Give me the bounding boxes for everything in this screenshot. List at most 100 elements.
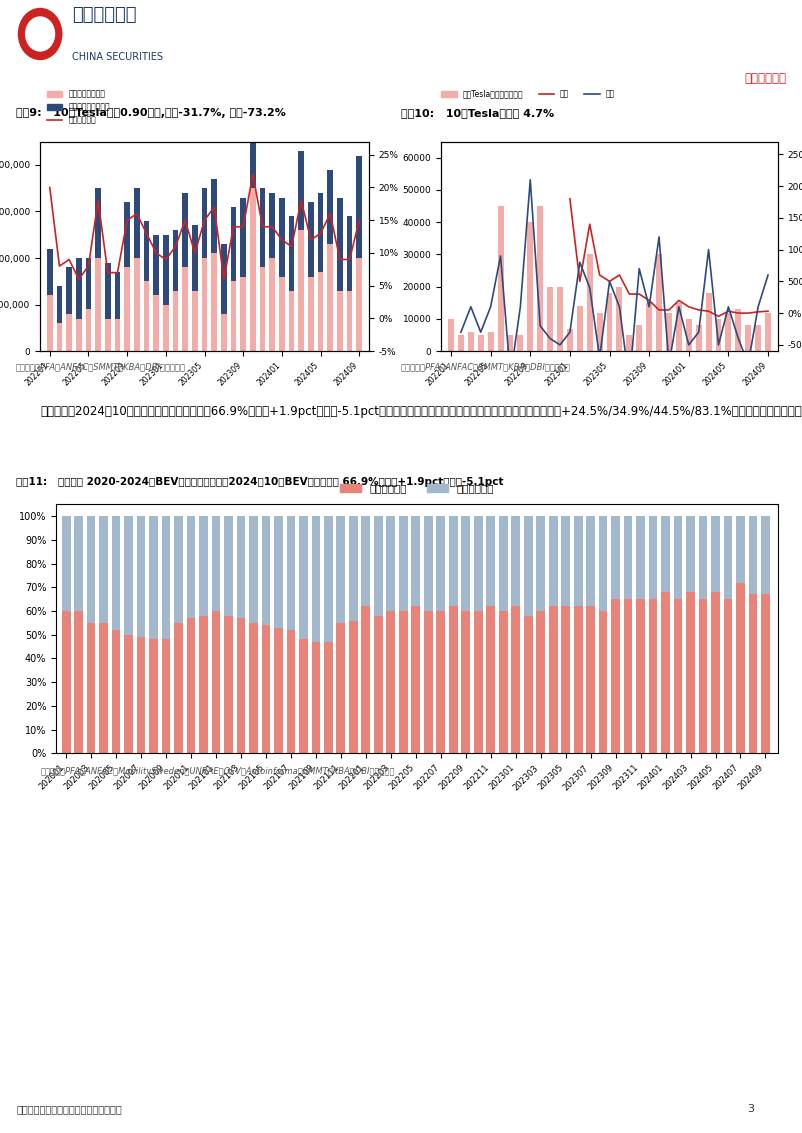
特斯拉市占率 bbox=[326, 207, 335, 221]
Bar bbox=[723, 599, 732, 753]
Bar bbox=[289, 291, 294, 351]
Bar bbox=[76, 258, 82, 318]
环比 bbox=[614, 300, 624, 314]
Text: CHINA SECURITIES: CHINA SECURITIES bbox=[72, 52, 163, 61]
特斯拉市占率 bbox=[83, 259, 93, 273]
环比 bbox=[664, 357, 674, 370]
Bar bbox=[192, 225, 198, 291]
特斯拉市占率 bbox=[209, 201, 219, 214]
Bar bbox=[676, 303, 682, 351]
特斯拉市占率 bbox=[142, 227, 152, 240]
特斯拉市占率 bbox=[345, 253, 354, 266]
Bar bbox=[75, 611, 83, 753]
Bar bbox=[374, 615, 383, 753]
Bar bbox=[561, 516, 570, 606]
Bar bbox=[163, 235, 168, 305]
Bar bbox=[356, 155, 363, 258]
Bar bbox=[105, 318, 111, 351]
特斯拉市占率 bbox=[267, 220, 277, 233]
Bar bbox=[765, 313, 771, 351]
Bar bbox=[387, 516, 395, 611]
Bar bbox=[617, 287, 622, 351]
同比 bbox=[634, 288, 644, 301]
同比 bbox=[694, 304, 703, 317]
环比 bbox=[505, 369, 515, 383]
Bar bbox=[461, 611, 470, 753]
同比 bbox=[585, 218, 594, 231]
Bar bbox=[289, 216, 294, 291]
特斯拉市占率 bbox=[200, 213, 209, 227]
环比 bbox=[654, 230, 664, 244]
Bar bbox=[99, 623, 108, 753]
Bar bbox=[761, 595, 770, 753]
特斯拉市占率 bbox=[287, 239, 297, 253]
Bar bbox=[115, 318, 120, 351]
Bar bbox=[231, 207, 237, 281]
Bar bbox=[250, 95, 256, 188]
Bar bbox=[162, 639, 170, 753]
环比 bbox=[555, 338, 565, 351]
Bar bbox=[458, 335, 464, 351]
Bar bbox=[449, 606, 458, 753]
Bar bbox=[211, 179, 217, 254]
特斯拉市占率 bbox=[103, 266, 112, 280]
Bar bbox=[308, 202, 314, 276]
特斯拉市占率 bbox=[161, 253, 171, 266]
Text: 3: 3 bbox=[747, 1105, 754, 1114]
Bar bbox=[474, 516, 483, 611]
Legend: 特斯拉销量（辆）, 非特斯拉销量（辆）, 特斯拉市占率: 特斯拉销量（辆）, 非特斯拉销量（辆）, 特斯拉市占率 bbox=[44, 87, 113, 128]
Bar bbox=[524, 615, 533, 753]
Bar bbox=[636, 516, 645, 599]
环比 bbox=[605, 274, 614, 288]
Bar bbox=[448, 320, 454, 351]
Text: 结构方面，2024年10月欧洲九国纯电车销量占比66.9%，同比+1.9pct，环比-5.1pct，其中，英国、葡萄牙、挪威、丹麦纯电车型销量同比分别+24.5: 结构方面，2024年10月欧洲九国纯电车销量占比66.9%，同比+1.9pct，… bbox=[40, 390, 802, 418]
Bar bbox=[736, 516, 745, 582]
Bar bbox=[474, 611, 483, 753]
Bar bbox=[134, 258, 140, 351]
特斯拉市占率 bbox=[152, 246, 161, 259]
同比 bbox=[723, 305, 733, 318]
Bar bbox=[192, 291, 198, 351]
环比 bbox=[674, 300, 683, 314]
Bar bbox=[549, 606, 557, 753]
Legend: 九国Tesla销量合计（辆）, 同比, 环比: 九国Tesla销量合计（辆）, 同比, 环比 bbox=[438, 87, 618, 102]
Bar bbox=[557, 287, 563, 351]
环比 bbox=[723, 300, 733, 314]
Bar bbox=[237, 619, 245, 753]
Bar bbox=[748, 595, 757, 753]
Bar bbox=[162, 516, 170, 639]
Bar bbox=[144, 281, 149, 351]
Bar bbox=[349, 516, 358, 621]
Bar bbox=[436, 516, 445, 611]
Bar bbox=[573, 516, 582, 606]
环比 bbox=[565, 325, 575, 339]
Bar bbox=[711, 516, 720, 593]
环比 bbox=[684, 338, 694, 351]
Bar bbox=[449, 516, 458, 606]
Bar bbox=[661, 593, 670, 753]
Bar bbox=[706, 293, 711, 351]
Bar bbox=[745, 325, 751, 351]
Bar bbox=[86, 258, 91, 309]
Line: 特斯拉市占率: 特斯拉市占率 bbox=[50, 174, 359, 279]
Bar bbox=[286, 516, 295, 630]
Bar bbox=[201, 188, 208, 258]
Bar bbox=[250, 188, 256, 351]
Bar bbox=[362, 516, 371, 606]
环比 bbox=[525, 173, 535, 187]
特斯拉市占率 bbox=[64, 253, 74, 266]
Bar bbox=[231, 281, 237, 351]
Bar bbox=[736, 582, 745, 753]
同比 bbox=[664, 304, 674, 317]
Line: 同比: 同比 bbox=[570, 198, 768, 316]
Text: 请务必阅读正文之后的免责条款和声明。: 请务必阅读正文之后的免责条款和声明。 bbox=[16, 1105, 122, 1114]
Bar bbox=[649, 516, 658, 599]
Bar bbox=[661, 516, 670, 593]
同比 bbox=[714, 309, 723, 323]
同比 bbox=[625, 288, 634, 301]
Bar bbox=[723, 516, 732, 599]
Bar bbox=[577, 306, 583, 351]
Bar bbox=[111, 516, 120, 630]
Line: 环比: 环比 bbox=[461, 180, 768, 383]
特斯拉市占率 bbox=[45, 180, 55, 194]
